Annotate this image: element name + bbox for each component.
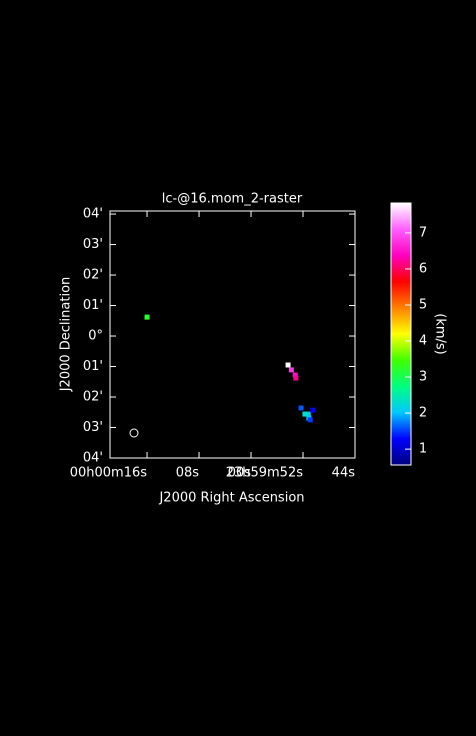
pixel bbox=[310, 407, 316, 413]
y-tick-label: 02' bbox=[83, 268, 103, 283]
y-tick-label: 03' bbox=[83, 420, 103, 435]
chart-title: lc-@16.mom_2-raster bbox=[162, 192, 303, 207]
colorbar-tick-label: 3 bbox=[419, 370, 427, 385]
x-tick-label: 00s bbox=[228, 466, 252, 481]
x-tick-label: 00h00m16s bbox=[70, 466, 148, 481]
pixel bbox=[307, 417, 313, 423]
colorbar-tick-label: 5 bbox=[419, 297, 427, 312]
pixel bbox=[302, 411, 308, 417]
x-tick-label: 44s bbox=[332, 466, 356, 481]
colorbar-tick-label: 7 bbox=[419, 225, 427, 240]
y-tick-label: 03' bbox=[83, 237, 103, 252]
pixel bbox=[288, 367, 294, 373]
y-tick-label: 0° bbox=[88, 329, 103, 344]
y-axis-label: J2000 Declination bbox=[59, 277, 74, 393]
x-axis-label: J2000 Right Ascension bbox=[158, 491, 304, 506]
colorbar-label: (km/s) bbox=[433, 313, 448, 355]
pixel bbox=[292, 372, 298, 378]
y-tick-label: 01' bbox=[83, 359, 103, 374]
pixel bbox=[293, 375, 299, 381]
y-tick-label: 04' bbox=[83, 451, 103, 466]
plot-frame bbox=[109, 210, 356, 459]
colorbar bbox=[390, 202, 412, 466]
pixel bbox=[298, 405, 304, 411]
colorbar-tick-label: 4 bbox=[419, 334, 427, 349]
colorbar-tick-label: 6 bbox=[419, 261, 427, 276]
beam bbox=[129, 428, 139, 438]
y-tick-label: 04' bbox=[83, 207, 103, 222]
y-tick-label: 01' bbox=[83, 298, 103, 313]
colorbar-tick-label: 2 bbox=[419, 406, 427, 421]
x-tick-label: 08s bbox=[176, 466, 200, 481]
pixel bbox=[285, 362, 291, 368]
pixel bbox=[305, 411, 311, 417]
x-tick-label: 23h59m52s bbox=[226, 466, 304, 481]
y-tick-label: 02' bbox=[83, 390, 103, 405]
pixel bbox=[144, 314, 150, 320]
colorbar-tick-label: 1 bbox=[419, 442, 427, 457]
